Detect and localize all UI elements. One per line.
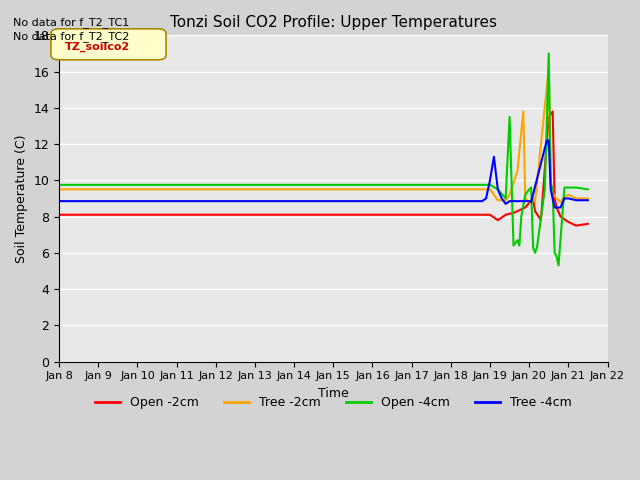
Text: No data for f_T2_TC2: No data for f_T2_TC2 (13, 31, 129, 42)
Title: Tonzi Soil CO2 Profile: Upper Temperatures: Tonzi Soil CO2 Profile: Upper Temperatur… (170, 15, 497, 30)
FancyBboxPatch shape (51, 29, 166, 60)
X-axis label: Time: Time (318, 387, 349, 400)
Text: No data for f_T2_TC1: No data for f_T2_TC1 (13, 17, 129, 28)
Legend: Open -2cm, Tree -2cm, Open -4cm, Tree -4cm: Open -2cm, Tree -2cm, Open -4cm, Tree -4… (90, 391, 577, 414)
Y-axis label: Soil Temperature (C): Soil Temperature (C) (15, 134, 28, 263)
Text: TZ_soilco2: TZ_soilco2 (65, 42, 130, 52)
